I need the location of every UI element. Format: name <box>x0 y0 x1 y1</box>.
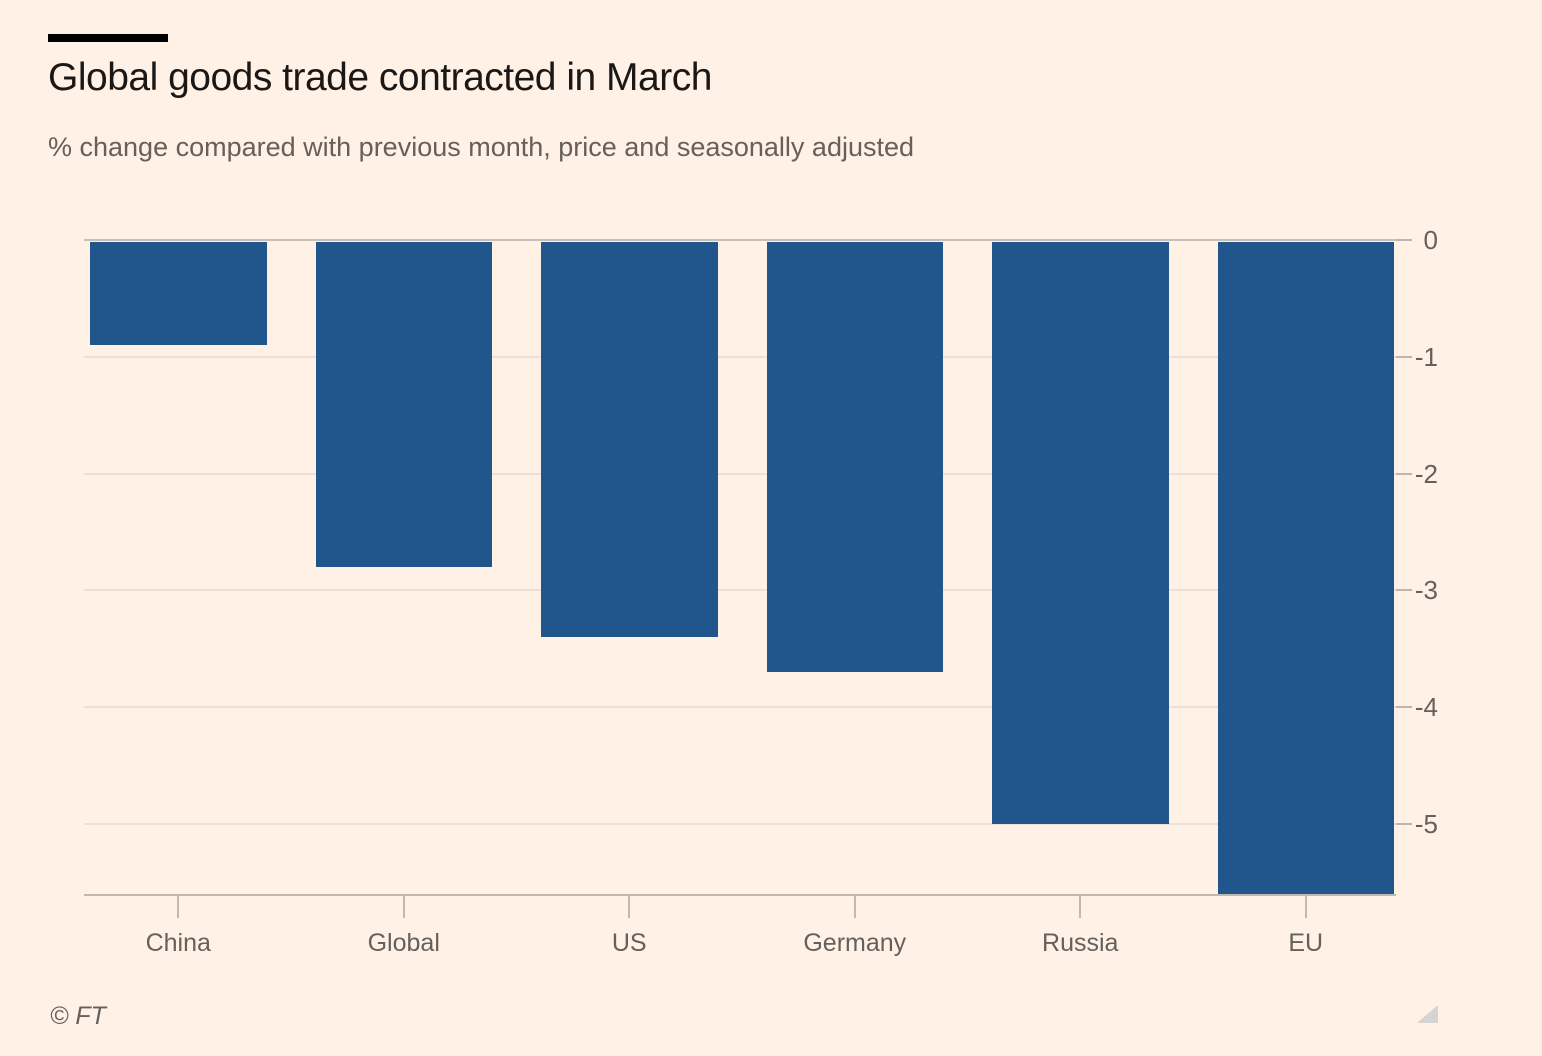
bar-russia <box>992 242 1169 824</box>
x-tick-label-eu: EU <box>1288 929 1324 957</box>
y-tick-label-0: 0 <box>1423 225 1438 255</box>
x-axis-tick-us <box>628 894 631 918</box>
y-axis-tick <box>1396 473 1412 475</box>
y-axis-tick <box>1396 239 1412 241</box>
gridline <box>84 823 1396 825</box>
x-tick-label-global: Global <box>367 929 440 957</box>
x-tick-label-russia: Russia <box>1042 929 1119 957</box>
x-axis-tick-global <box>402 894 405 918</box>
x-axis-tick-russia <box>1079 894 1082 918</box>
gridline <box>84 706 1396 708</box>
x-axis-tick-eu <box>1304 894 1307 918</box>
chart-subtitle: % change compared with previous month, p… <box>48 132 915 162</box>
x-tick-label-us: US <box>611 929 647 957</box>
x-tick-label-germany: Germany <box>803 929 907 957</box>
y-tick-label--3: -3 <box>1414 575 1438 605</box>
y-tick-label--4: -4 <box>1414 692 1438 722</box>
y-axis-tick <box>1396 589 1412 591</box>
bar-eu <box>1217 242 1394 894</box>
gridline <box>84 473 1396 475</box>
y-tick-label--5: -5 <box>1414 809 1438 839</box>
chart-title: Global goods trade contracted in March <box>48 56 712 99</box>
x-tick-label-china: China <box>145 929 211 957</box>
x-axis-tick-germany <box>853 894 856 918</box>
gridline <box>84 356 1396 358</box>
zero-baseline <box>84 239 1396 241</box>
y-axis-tick <box>1396 706 1412 708</box>
y-axis-tick <box>1396 356 1412 358</box>
y-tick-label--1: -1 <box>1414 342 1438 372</box>
bar-us <box>541 242 718 637</box>
gridline <box>84 589 1396 591</box>
ft-credit: © FT <box>50 1002 106 1030</box>
x-axis-line <box>84 894 1396 896</box>
y-axis-tick <box>1396 823 1412 825</box>
bar-china <box>90 242 267 345</box>
y-tick-label--2: -2 <box>1414 459 1438 489</box>
bar-germany <box>766 242 943 672</box>
title-accent-bar <box>48 34 168 42</box>
bar-global <box>315 242 492 567</box>
x-axis-tick-china <box>177 894 180 918</box>
